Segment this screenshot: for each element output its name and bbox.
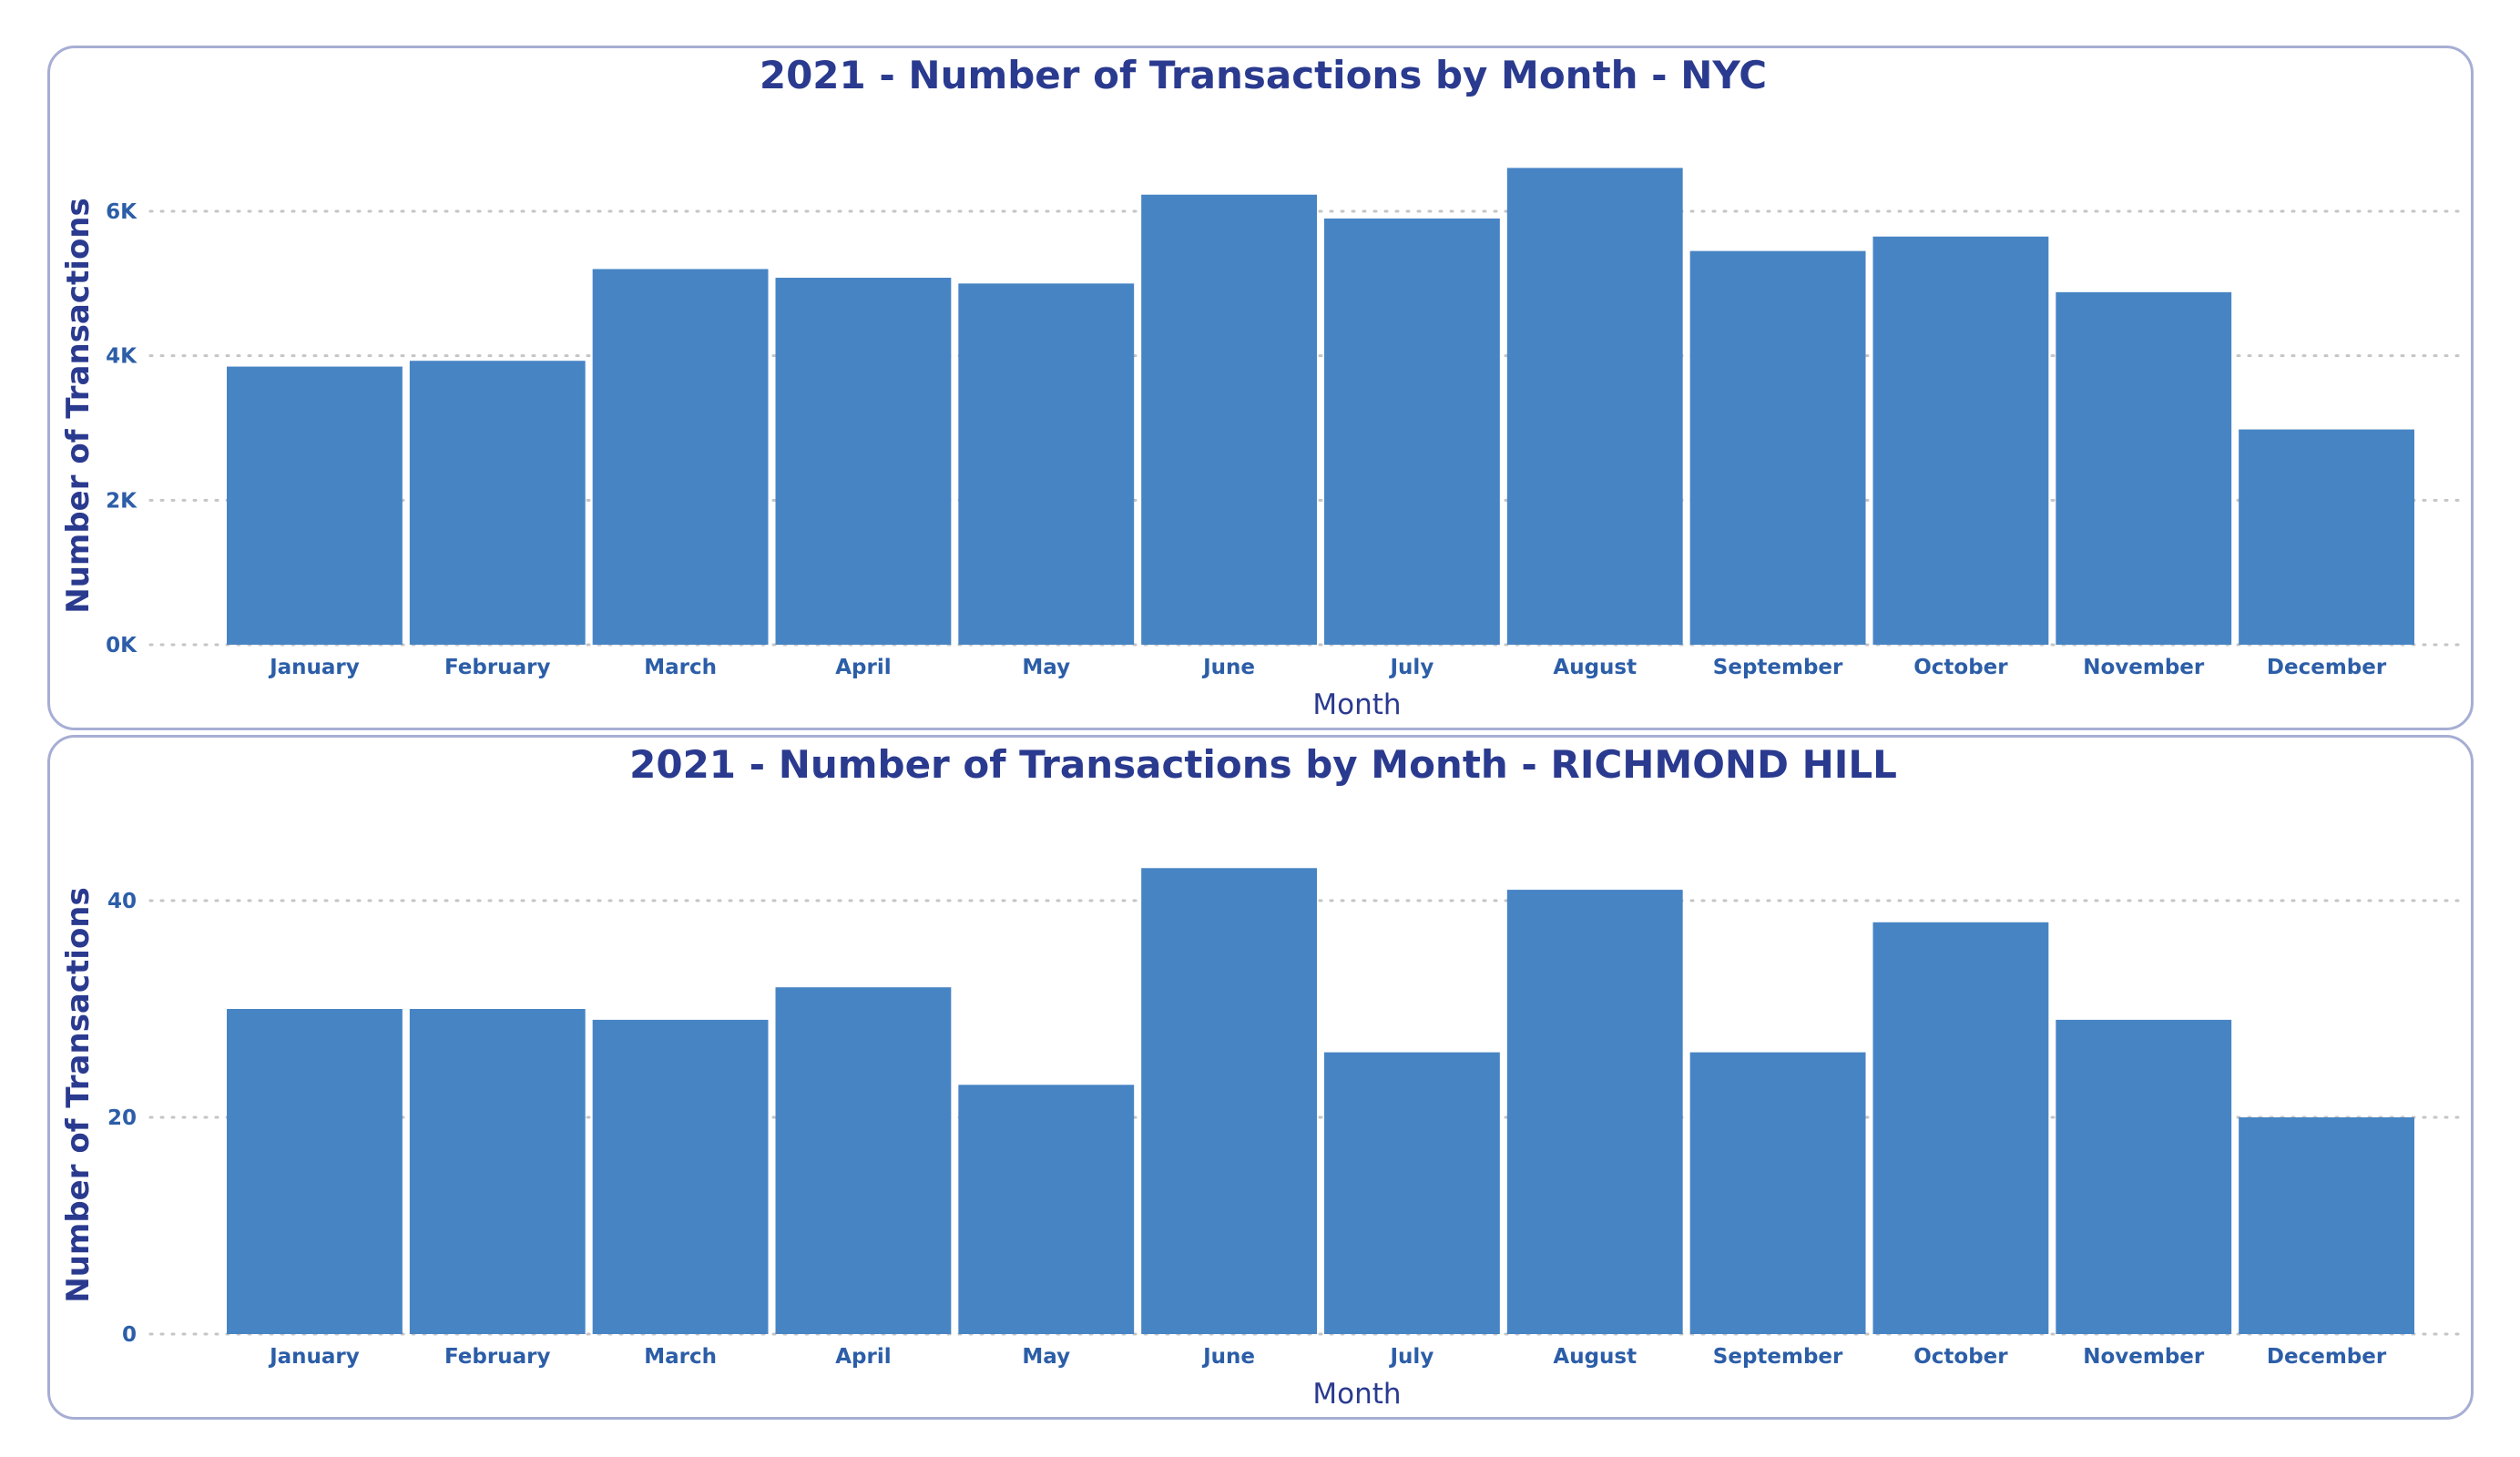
x-tick-label: September [1713, 656, 1843, 679]
bar-november [2056, 291, 2232, 645]
bar-june [1141, 868, 1317, 1334]
bar-december [2239, 1117, 2414, 1334]
x-tick-label: November [2083, 656, 2205, 679]
y-tick-label: 0 [122, 1323, 137, 1347]
y-tick-label: 0K [106, 634, 138, 657]
x-tick-label: April [835, 656, 891, 679]
x-tick-label: February [444, 1345, 550, 1369]
bar-march [592, 1019, 769, 1334]
x-axis-label: Month [1312, 1378, 1401, 1411]
y-tick-label: 40 [107, 890, 137, 913]
richmond-hill-chart: 2021 - Number of Transactions by Month -… [60, 742, 2465, 1411]
bar-february [409, 1009, 586, 1334]
x-tick-label: April [835, 1345, 891, 1369]
x-tick-label: June [1201, 656, 1255, 679]
bar-november [2056, 1019, 2232, 1334]
x-tick-label: June [1201, 1345, 1255, 1369]
y-axis-label: Number of Transactions [60, 887, 97, 1303]
bar-august [1506, 890, 1683, 1334]
bar-january [227, 366, 403, 645]
x-tick-label: March [644, 1345, 717, 1369]
nyc-chart: 2021 - Number of Transactions by Month -… [60, 53, 2465, 721]
bar-may [958, 1085, 1135, 1334]
bar-september [1689, 1052, 1866, 1334]
bar-july [1324, 1052, 1500, 1334]
bar-october [1872, 236, 2049, 645]
x-tick-label: February [444, 656, 550, 679]
bar-december [2239, 429, 2414, 645]
x-tick-label: November [2083, 1345, 2205, 1369]
bar-july [1324, 218, 1500, 645]
x-tick-label: January [268, 1345, 360, 1369]
x-axis-label: Month [1312, 688, 1401, 721]
x-tick-label: December [2267, 1345, 2387, 1369]
x-tick-label: March [644, 656, 717, 679]
bar-october [1872, 922, 2049, 1334]
x-tick-label: August [1553, 1345, 1637, 1369]
x-tick-label: September [1713, 1345, 1843, 1369]
x-tick-label: May [1022, 1345, 1070, 1369]
x-tick-label: December [2267, 656, 2387, 679]
bar-april [775, 987, 952, 1334]
chart-panel-nyc: 2021 - Number of Transactions by Month -… [47, 46, 2474, 730]
x-tick-label: October [1913, 656, 2008, 679]
x-tick-label: July [1389, 1345, 1434, 1369]
y-tick-label: 20 [107, 1106, 137, 1130]
y-tick-label: 4K [106, 345, 138, 369]
x-tick-label: January [268, 656, 360, 679]
x-tick-label: July [1389, 656, 1434, 679]
y-tick-label: 2K [106, 489, 138, 513]
bar-february [409, 361, 586, 645]
x-tick-label: August [1553, 656, 1637, 679]
bar-august [1506, 168, 1683, 645]
bar-april [775, 277, 952, 645]
x-tick-label: May [1022, 656, 1070, 679]
bar-june [1141, 194, 1317, 645]
bar-january [227, 1009, 403, 1334]
bar-march [592, 269, 769, 645]
bar-may [958, 283, 1135, 645]
y-axis-label: Number of Transactions [60, 198, 97, 614]
chart-panel-richmond-hill: 2021 - Number of Transactions by Month -… [47, 735, 2474, 1420]
chart-title: 2021 - Number of Transactions by Month -… [629, 742, 1897, 787]
chart-title: 2021 - Number of Transactions by Month -… [760, 53, 1767, 97]
bar-september [1689, 250, 1866, 645]
x-tick-label: October [1913, 1345, 2008, 1369]
y-tick-label: 6K [106, 200, 138, 224]
